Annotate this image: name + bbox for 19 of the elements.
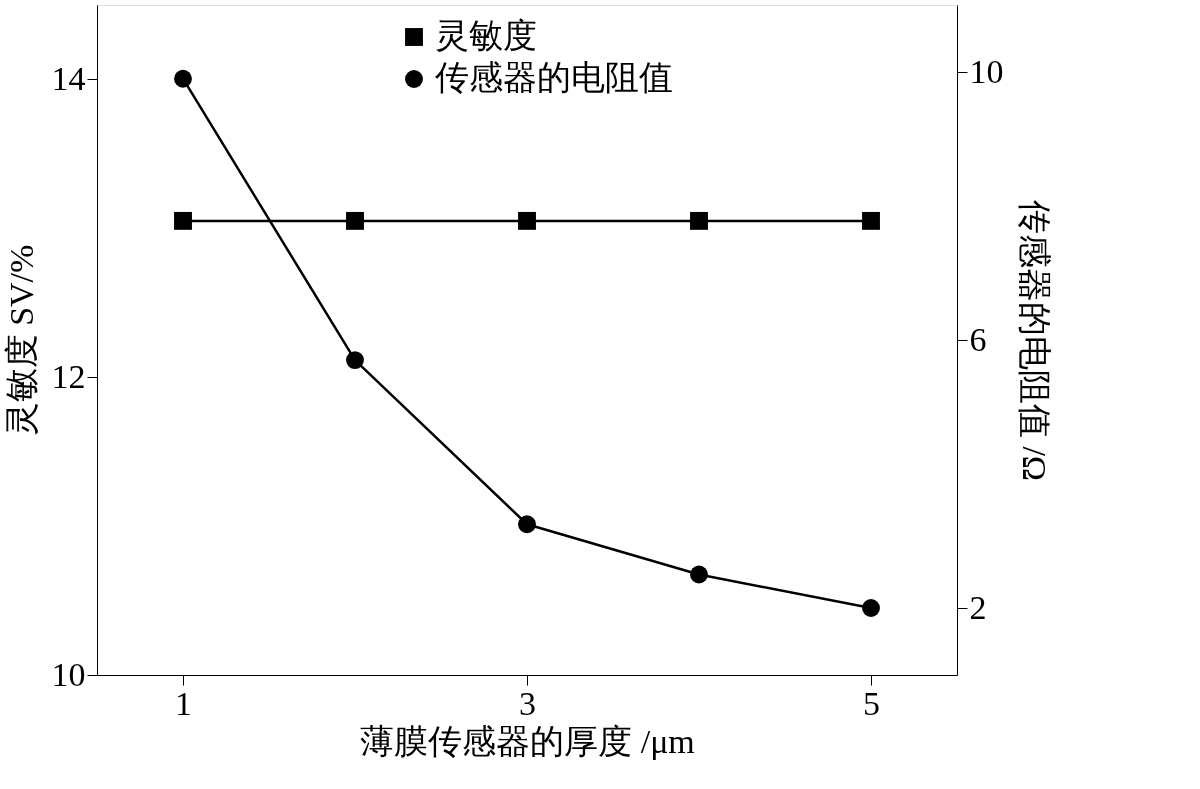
x-axis-title: 薄膜传感器的厚度 /μm <box>360 722 695 760</box>
point <box>690 565 708 584</box>
x-tick-label: 5 <box>863 684 880 722</box>
y2-tick-label: 2 <box>969 588 987 626</box>
y2-tick-label: 10 <box>969 52 1004 90</box>
y2-tick-label: 6 <box>969 320 987 358</box>
point <box>518 515 536 534</box>
x-tick-label: 1 <box>175 684 192 722</box>
point <box>862 599 880 617</box>
point <box>174 69 192 88</box>
y-tick-label: 14 <box>51 59 86 97</box>
point <box>346 351 364 370</box>
legend-label: 传感器的电阻值 <box>435 59 673 96</box>
y2-axis-title: 传感器的电阻值 /Ω <box>1015 199 1053 482</box>
y-axis-title: 灵敏度 SV/% <box>2 244 40 437</box>
x-tick-label: 3 <box>519 684 536 722</box>
y-tick-label: 12 <box>51 357 86 395</box>
y-tick-label: 10 <box>51 655 86 693</box>
legend-label: 灵敏度 <box>435 17 537 54</box>
